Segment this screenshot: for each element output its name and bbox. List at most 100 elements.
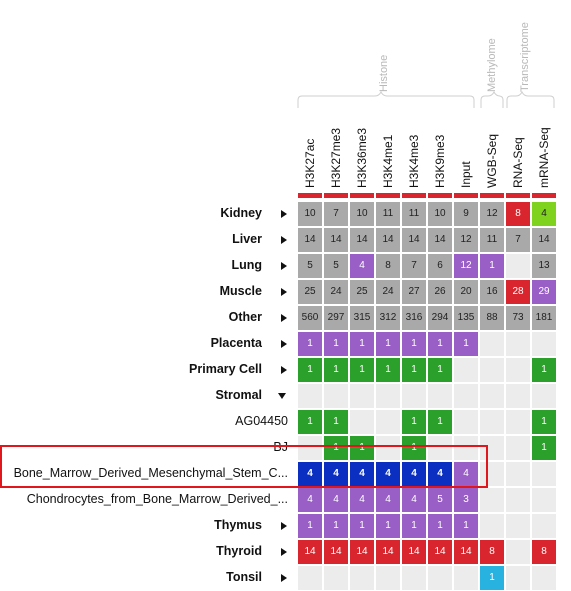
cell-muscle-h3k27me3[interactable]: 24 [324, 280, 348, 304]
cell-thyroid-mrna-seq[interactable]: 8 [532, 540, 556, 564]
cell-bone-marrow-derived-mesenchymal-stem-c-h3k4me1[interactable]: 4 [376, 462, 400, 486]
cell-lung-h3k27me3[interactable]: 5 [324, 254, 348, 278]
cell-bone-marrow-derived-mesenchymal-stem-c-h3k36me3[interactable]: 4 [350, 462, 374, 486]
row-primary-cell[interactable]: Primary Cell [0, 357, 290, 383]
cell-other-h3k27ac[interactable]: 560 [298, 306, 322, 330]
cell-tonsil-wgb-seq[interactable]: 1 [480, 566, 504, 590]
cell-thymus-h3k27ac[interactable]: 1 [298, 514, 322, 538]
cell-thyroid-h3k4me3[interactable]: 14 [402, 540, 426, 564]
cell-chondrocytes-from-bone-marrow-derived-input[interactable]: 3 [454, 488, 478, 512]
cell-placenta-h3k9me3[interactable]: 1 [428, 332, 452, 356]
cell-kidney-rna-seq[interactable]: 8 [506, 202, 530, 226]
cell-placenta-input[interactable]: 1 [454, 332, 478, 356]
cell-primary-cell-mrna-seq[interactable]: 1 [532, 358, 556, 382]
collapse-arrow-icon[interactable] [278, 393, 286, 399]
cell-chondrocytes-from-bone-marrow-derived-h3k4me1[interactable]: 4 [376, 488, 400, 512]
row-kidney[interactable]: Kidney [0, 201, 290, 227]
cell-liver-rna-seq[interactable]: 7 [506, 228, 530, 252]
cell-ag04450-h3k4me3[interactable]: 1 [402, 410, 426, 434]
expand-arrow-icon[interactable] [281, 235, 287, 244]
column-header-h3k27ac[interactable]: H3K27ac [303, 138, 317, 188]
cell-muscle-input[interactable]: 20 [454, 280, 478, 304]
cell-muscle-h3k4me3[interactable]: 27 [402, 280, 426, 304]
cell-kidney-h3k36me3[interactable]: 10 [350, 202, 374, 226]
cell-other-rna-seq[interactable]: 73 [506, 306, 530, 330]
cell-thyroid-h3k36me3[interactable]: 14 [350, 540, 374, 564]
cell-bone-marrow-derived-mesenchymal-stem-c-input[interactable]: 4 [454, 462, 478, 486]
cell-primary-cell-h3k27ac[interactable]: 1 [298, 358, 322, 382]
cell-thymus-h3k27me3[interactable]: 1 [324, 514, 348, 538]
cell-primary-cell-h3k4me3[interactable]: 1 [402, 358, 426, 382]
column-header-h3k36me3[interactable]: H3K36me3 [355, 127, 369, 188]
expand-arrow-icon[interactable] [281, 547, 287, 556]
cell-placenta-h3k4me3[interactable]: 1 [402, 332, 426, 356]
cell-chondrocytes-from-bone-marrow-derived-h3k36me3[interactable]: 4 [350, 488, 374, 512]
cell-liver-h3k9me3[interactable]: 14 [428, 228, 452, 252]
cell-placenta-h3k27me3[interactable]: 1 [324, 332, 348, 356]
cell-bj-h3k27me3[interactable]: 1 [324, 436, 348, 460]
cell-lung-h3k4me3[interactable]: 7 [402, 254, 426, 278]
cell-muscle-mrna-seq[interactable]: 29 [532, 280, 556, 304]
cell-chondrocytes-from-bone-marrow-derived-h3k4me3[interactable]: 4 [402, 488, 426, 512]
expand-arrow-icon[interactable] [281, 365, 287, 374]
cell-bone-marrow-derived-mesenchymal-stem-c-h3k4me3[interactable]: 4 [402, 462, 426, 486]
cell-thymus-h3k36me3[interactable]: 1 [350, 514, 374, 538]
cell-placenta-h3k27ac[interactable]: 1 [298, 332, 322, 356]
column-header-h3k27me3[interactable]: H3K27me3 [329, 127, 343, 188]
column-header-mrna-seq[interactable]: mRNA-Seq [537, 127, 551, 188]
cell-lung-input[interactable]: 12 [454, 254, 478, 278]
column-header-h3k4me3[interactable]: H3K4me3 [407, 134, 421, 188]
cell-kidney-h3k9me3[interactable]: 10 [428, 202, 452, 226]
cell-primary-cell-h3k36me3[interactable]: 1 [350, 358, 374, 382]
expand-arrow-icon[interactable] [281, 339, 287, 348]
cell-bj-mrna-seq[interactable]: 1 [532, 436, 556, 460]
row-muscle[interactable]: Muscle [0, 279, 290, 305]
cell-primary-cell-h3k4me1[interactable]: 1 [376, 358, 400, 382]
cell-thyroid-h3k9me3[interactable]: 14 [428, 540, 452, 564]
cell-chondrocytes-from-bone-marrow-derived-h3k9me3[interactable]: 5 [428, 488, 452, 512]
cell-thyroid-h3k27ac[interactable]: 14 [298, 540, 322, 564]
row-other[interactable]: Other [0, 305, 290, 331]
row-bone-marrow-derived-mesenchymal-stem-c[interactable]: Bone_Marrow_Derived_Mesenchymal_Stem_C..… [0, 461, 290, 487]
cell-bone-marrow-derived-mesenchymal-stem-c-h3k27me3[interactable]: 4 [324, 462, 348, 486]
row-stromal[interactable]: Stromal [0, 383, 290, 409]
row-placenta[interactable]: Placenta [0, 331, 290, 357]
cell-kidney-h3k4me3[interactable]: 11 [402, 202, 426, 226]
cell-kidney-mrna-seq[interactable]: 4 [532, 202, 556, 226]
cell-lung-h3k36me3[interactable]: 4 [350, 254, 374, 278]
row-thyroid[interactable]: Thyroid [0, 539, 290, 565]
cell-liver-wgb-seq[interactable]: 11 [480, 228, 504, 252]
cell-liver-h3k4me3[interactable]: 14 [402, 228, 426, 252]
column-header-rna-seq[interactable]: RNA-Seq [511, 137, 525, 188]
cell-bone-marrow-derived-mesenchymal-stem-c-h3k27ac[interactable]: 4 [298, 462, 322, 486]
cell-other-input[interactable]: 135 [454, 306, 478, 330]
cell-liver-mrna-seq[interactable]: 14 [532, 228, 556, 252]
cell-liver-h3k36me3[interactable]: 14 [350, 228, 374, 252]
cell-other-h3k4me3[interactable]: 316 [402, 306, 426, 330]
expand-arrow-icon[interactable] [281, 313, 287, 322]
column-header-wgb-seq[interactable]: WGB-Seq [485, 133, 499, 188]
cell-thyroid-input[interactable]: 14 [454, 540, 478, 564]
cell-liver-h3k27me3[interactable]: 14 [324, 228, 348, 252]
cell-lung-h3k27ac[interactable]: 5 [298, 254, 322, 278]
expand-arrow-icon[interactable] [281, 287, 287, 296]
column-header-h3k4me1[interactable]: H3K4me1 [381, 134, 395, 188]
cell-thymus-h3k4me3[interactable]: 1 [402, 514, 426, 538]
cell-muscle-h3k27ac[interactable]: 25 [298, 280, 322, 304]
cell-muscle-wgb-seq[interactable]: 16 [480, 280, 504, 304]
cell-other-wgb-seq[interactable]: 88 [480, 306, 504, 330]
cell-ag04450-h3k27me3[interactable]: 1 [324, 410, 348, 434]
expand-arrow-icon[interactable] [281, 521, 287, 530]
row-bj[interactable]: BJ [0, 435, 290, 461]
cell-thyroid-h3k4me1[interactable]: 14 [376, 540, 400, 564]
cell-chondrocytes-from-bone-marrow-derived-h3k27ac[interactable]: 4 [298, 488, 322, 512]
row-tonsil[interactable]: Tonsil [0, 565, 290, 591]
cell-kidney-h3k27ac[interactable]: 10 [298, 202, 322, 226]
cell-other-h3k27me3[interactable]: 297 [324, 306, 348, 330]
cell-muscle-h3k9me3[interactable]: 26 [428, 280, 452, 304]
cell-placenta-h3k36me3[interactable]: 1 [350, 332, 374, 356]
row-thymus[interactable]: Thymus [0, 513, 290, 539]
cell-kidney-h3k27me3[interactable]: 7 [324, 202, 348, 226]
cell-kidney-wgb-seq[interactable]: 12 [480, 202, 504, 226]
expand-arrow-icon[interactable] [281, 573, 287, 582]
